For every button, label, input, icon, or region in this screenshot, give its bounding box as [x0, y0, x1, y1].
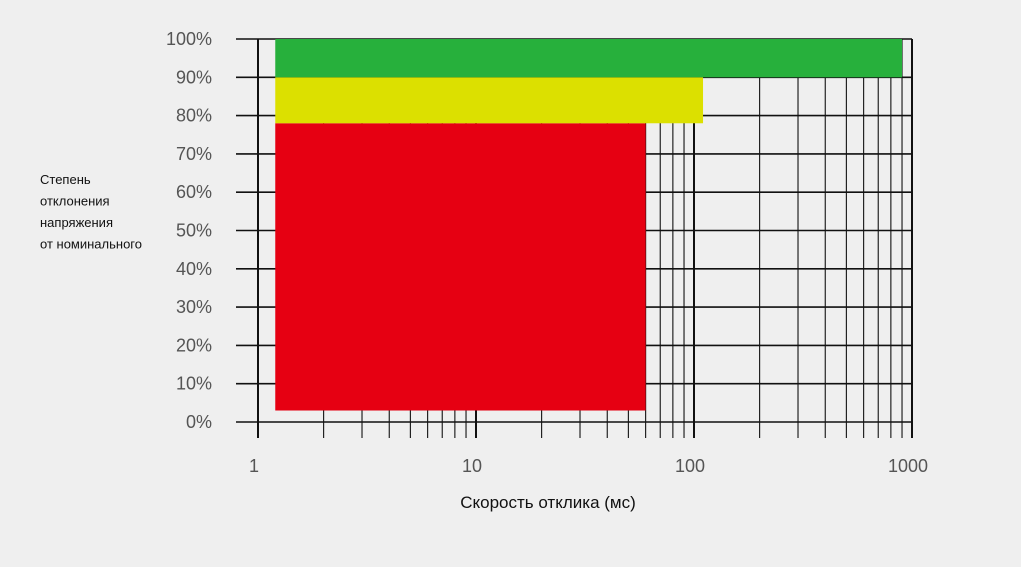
- y-axis-label-line: отклонения: [40, 194, 110, 209]
- y-tick-label: 20%: [176, 335, 212, 355]
- y-tick-label: 70%: [176, 144, 212, 164]
- y-tick-label: 10%: [176, 374, 212, 394]
- x-tick-label: 1: [249, 456, 259, 476]
- y-tick-label: 60%: [176, 182, 212, 202]
- y-axis-label-line: Степень: [40, 172, 91, 187]
- x-axis-label: Скорость отклика (мс): [460, 493, 636, 512]
- y-tick-label: 50%: [176, 221, 212, 241]
- range-bar-0: [275, 123, 646, 411]
- range-bar-2: [275, 39, 903, 78]
- x-tick-label: 1000: [888, 456, 928, 476]
- bars: [275, 39, 903, 411]
- y-tick-label: 30%: [176, 297, 212, 317]
- range-bar-1: [275, 77, 704, 124]
- x-tick-label: 100: [675, 456, 705, 476]
- y-axis-label-line: напряжения: [40, 215, 113, 230]
- y-tick-label: 100%: [166, 29, 212, 49]
- x-tick-label: 10: [462, 456, 482, 476]
- y-tick-labels: 0% 10% 20% 30% 40% 50% 60% 70% 80% 90% 100%: [166, 29, 212, 432]
- y-axis-label-line: от номинального: [40, 237, 142, 252]
- y-tick-label: 80%: [176, 106, 212, 126]
- y-axis-label: Степень отклонения напряжения от номинально…: [40, 172, 142, 252]
- y-tick-label: 40%: [176, 259, 212, 279]
- x-tick-labels: 1 10 100 1000: [249, 456, 928, 476]
- y-tick-label: 0%: [186, 412, 212, 432]
- y-tick-label: 90%: [176, 67, 212, 87]
